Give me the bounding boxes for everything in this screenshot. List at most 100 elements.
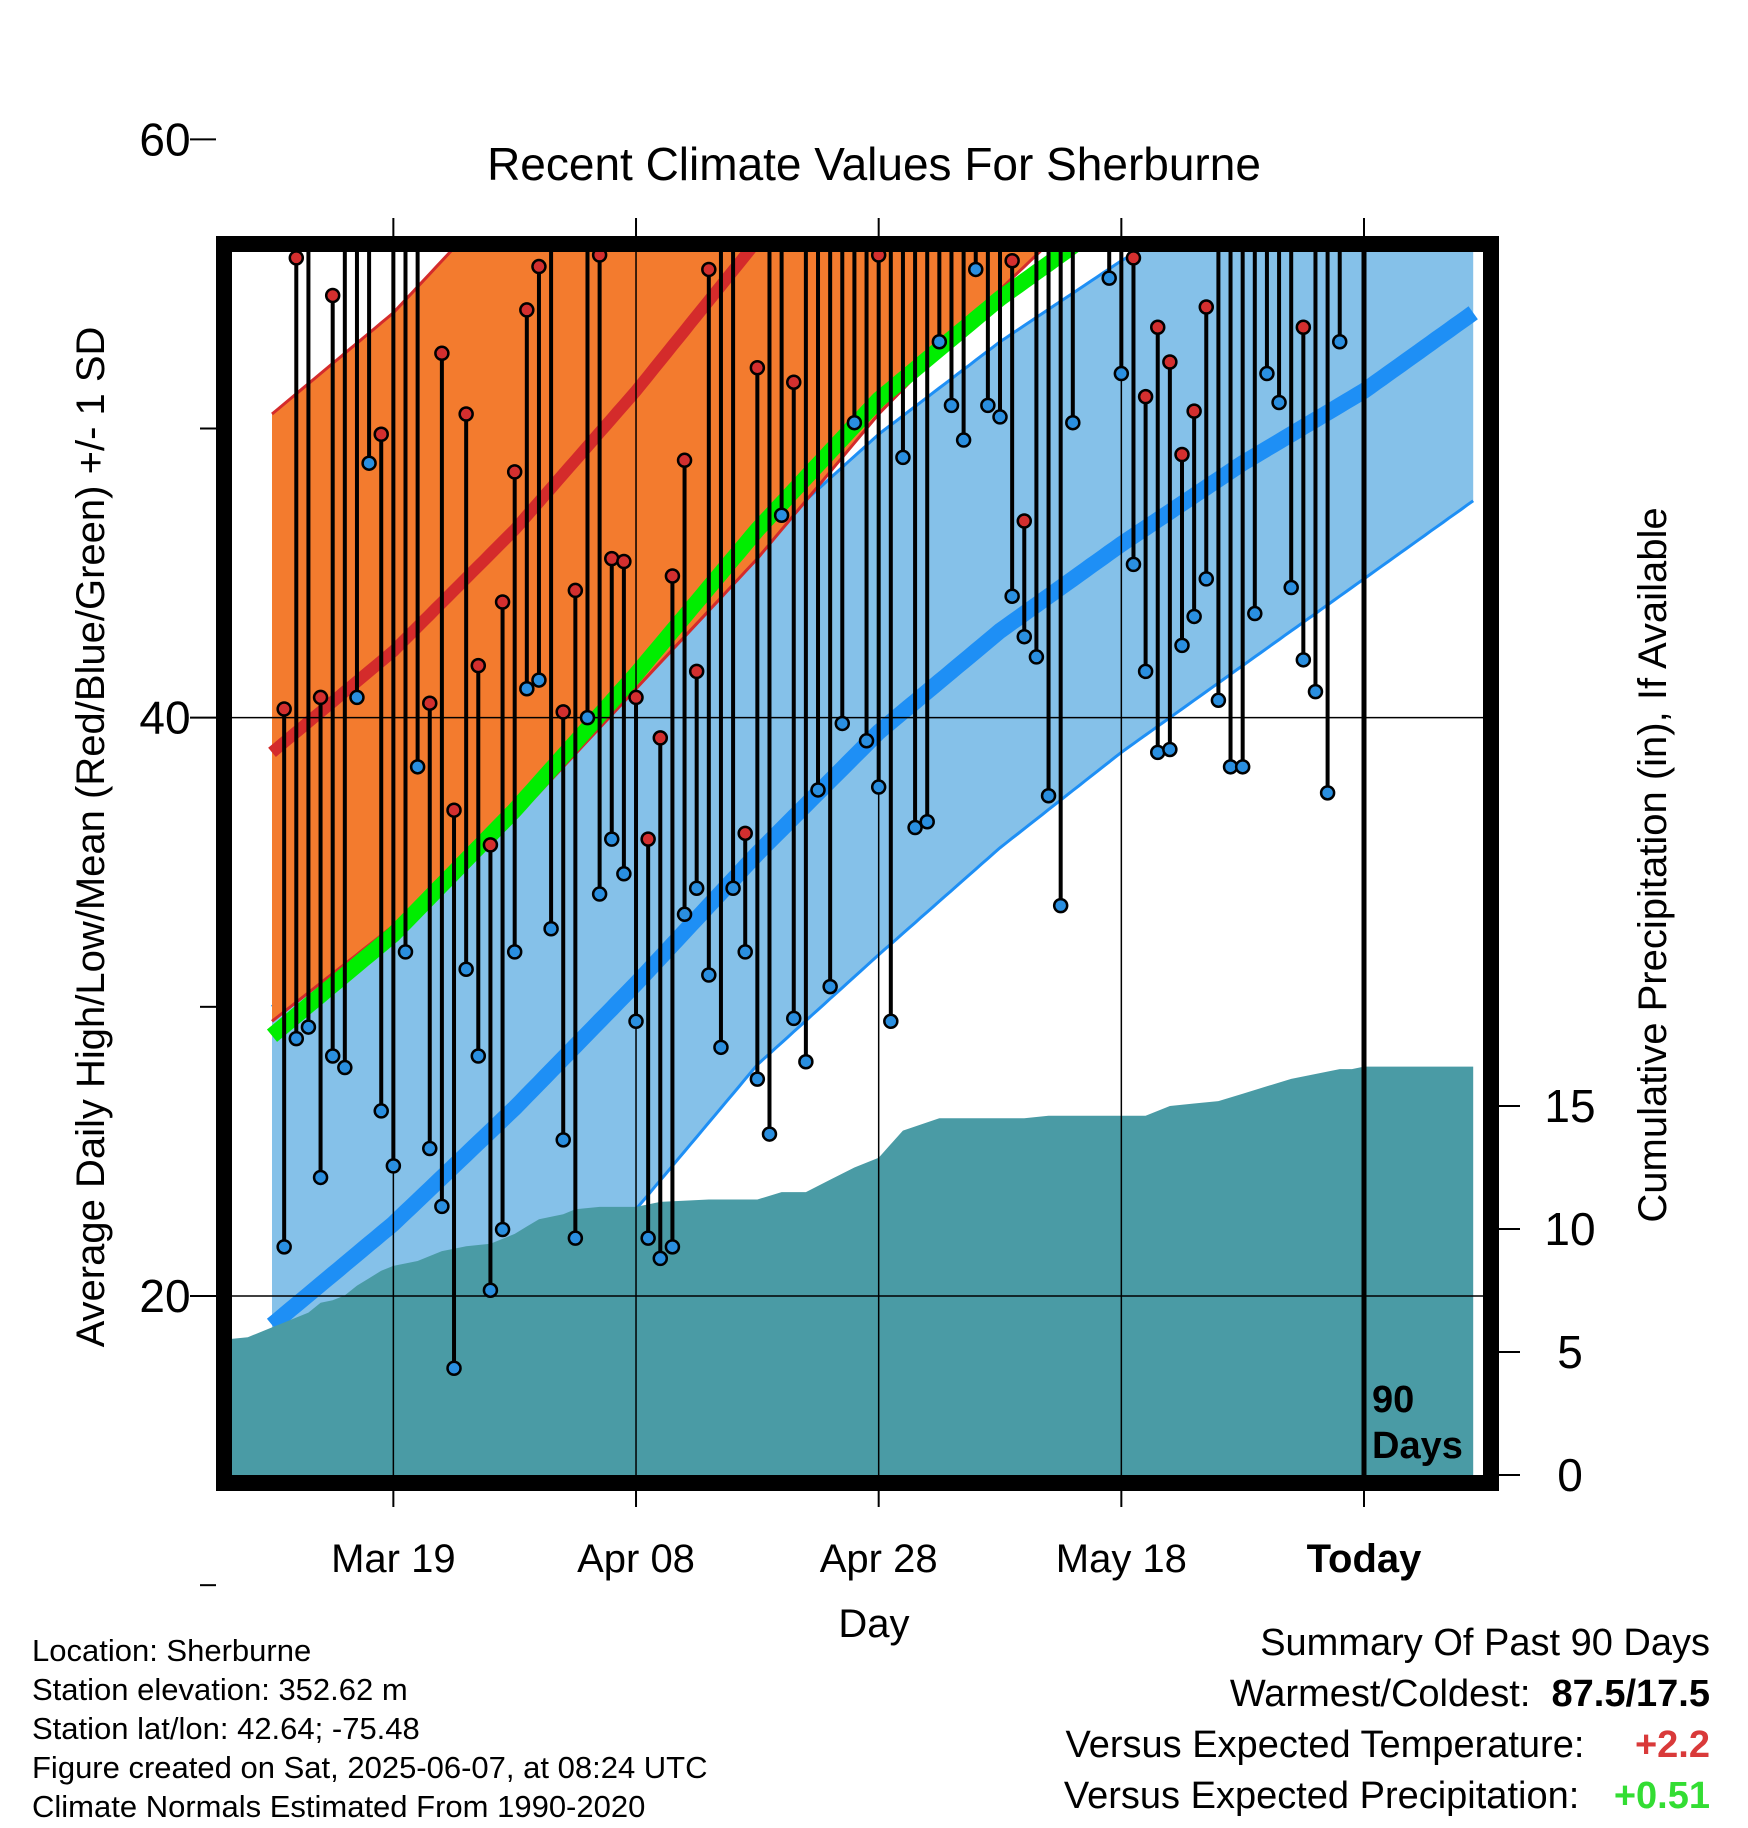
daily-low-point bbox=[1052, 897, 1069, 914]
daily-low-point bbox=[397, 944, 414, 960]
daily-low-point bbox=[688, 880, 705, 897]
daily-low-point bbox=[1113, 365, 1130, 382]
daily-low-point bbox=[943, 397, 960, 414]
daily-low-point bbox=[506, 944, 523, 960]
daily-high-point bbox=[604, 550, 620, 567]
daily-low-point bbox=[604, 831, 620, 847]
daily-high-point bbox=[640, 831, 656, 847]
daily-low-point bbox=[1078, 220, 1091, 233]
precip-value: +0.51 bbox=[1613, 1775, 1710, 1817]
summary-title: Summary Of Past 90 Days bbox=[1260, 1622, 1710, 1664]
daily-high-point bbox=[1004, 253, 1020, 269]
x-tick-label: Apr 08 bbox=[577, 1537, 695, 1581]
daily-low-point bbox=[1271, 394, 1287, 411]
daily-high-point bbox=[446, 802, 462, 818]
daily-low-point bbox=[543, 921, 559, 937]
daily-high-point bbox=[350, 17, 363, 30]
chart-title: Recent Climate Values For Sherburne bbox=[487, 138, 1261, 190]
y-right-tick-label: 10 bbox=[1544, 1203, 1595, 1255]
daily-high-point bbox=[567, 582, 584, 599]
y-axis-right-label: Cumulative Precipitation (in), If Availa… bbox=[1631, 507, 1675, 1222]
today-marker-label: 90 Days bbox=[1372, 1379, 1463, 1467]
daily-low-point bbox=[992, 409, 1008, 425]
daily-low-point bbox=[725, 880, 741, 897]
daily-high-point bbox=[470, 657, 487, 674]
daily-high-point bbox=[1125, 250, 1142, 266]
daily-low-point bbox=[1234, 759, 1251, 775]
daily-low-point bbox=[385, 1158, 402, 1174]
normal-high-mean-line bbox=[268, 244, 763, 758]
daily-low-point bbox=[1040, 787, 1057, 804]
plot-frame bbox=[216, 236, 1499, 1491]
daily-high-point bbox=[1042, 107, 1055, 120]
daily-high-point bbox=[714, 69, 727, 82]
daily-low-point bbox=[470, 1048, 487, 1064]
daily-high-point bbox=[312, 689, 329, 706]
daily-high-point bbox=[1149, 319, 1166, 336]
daily-low-point bbox=[1091, 208, 1104, 221]
daily-low-point bbox=[907, 819, 923, 836]
daily-low-point bbox=[1028, 649, 1045, 665]
station-latlon: Station lat/lon: 42.64; -75.48 bbox=[32, 1711, 420, 1746]
daily-low-point bbox=[531, 672, 547, 688]
precip-label: Versus Expected Precipitation: bbox=[1063, 1775, 1580, 1817]
daily-low-point bbox=[1307, 683, 1324, 700]
daily-low-point bbox=[676, 906, 693, 923]
daily-low-point bbox=[446, 1360, 462, 1377]
daily-low-point bbox=[434, 1198, 450, 1215]
y-tick-label: 40 bbox=[139, 692, 190, 744]
daily-low-point bbox=[980, 397, 996, 414]
daily-low-point bbox=[761, 1126, 778, 1142]
daily-high-point bbox=[387, 202, 400, 215]
daily-low-point bbox=[300, 1019, 317, 1035]
daily-low-point bbox=[349, 689, 365, 706]
daily-low-point bbox=[422, 1140, 438, 1157]
daily-high-point bbox=[616, 553, 632, 570]
daily-low-point bbox=[713, 1039, 729, 1056]
station-location: Location: Sherburne bbox=[32, 1633, 312, 1668]
temp-value: +2.2 bbox=[1634, 1724, 1710, 1766]
daily-low-point bbox=[1101, 270, 1117, 286]
daily-low-point bbox=[1016, 628, 1033, 645]
daily-high-point bbox=[785, 374, 802, 390]
daily-low-point bbox=[870, 779, 887, 795]
daily-high-point bbox=[373, 426, 389, 443]
daily-low-point bbox=[785, 1010, 802, 1027]
daily-low-point bbox=[1186, 608, 1202, 625]
daily-low-point bbox=[591, 886, 608, 902]
daily-low-point bbox=[482, 1282, 499, 1298]
summary-warm-cold: Warmest/Coldest: 87.5/17.5 bbox=[1230, 1673, 1710, 1716]
daily-low-point bbox=[1283, 579, 1299, 596]
daily-low-point bbox=[810, 782, 826, 798]
daily-low-point bbox=[324, 1048, 341, 1064]
daily-low-point bbox=[1174, 637, 1190, 654]
daily-high-point bbox=[422, 695, 438, 711]
x-tick-label: May 18 bbox=[1056, 1537, 1187, 1581]
daily-low-point bbox=[1004, 588, 1020, 604]
precip-area bbox=[224, 1066, 1474, 1475]
daily-low-point bbox=[337, 1059, 353, 1076]
y-axis-right: 0 5 10 15 bbox=[1499, 1080, 1596, 1501]
daily-high-point bbox=[701, 261, 717, 278]
daily-low-point bbox=[664, 1239, 681, 1255]
plot-area: 90 Days bbox=[216, 17, 1499, 1491]
daily-low-point bbox=[822, 978, 838, 995]
y-axis-left: 20406080 bbox=[139, 113, 216, 1587]
daily-low-point bbox=[1247, 605, 1263, 622]
daily-low-point bbox=[1345, 162, 1358, 175]
daily-high-point bbox=[676, 452, 693, 469]
daily-low-point bbox=[1358, 81, 1371, 94]
x-tick-label: Today bbox=[1307, 1537, 1423, 1581]
daily-high-point bbox=[1162, 354, 1178, 370]
daily-high-point bbox=[555, 704, 571, 720]
daily-low-point bbox=[846, 414, 863, 431]
daily-values bbox=[276, 17, 1371, 1377]
daily-low-point bbox=[616, 866, 632, 882]
daily-low-point bbox=[1319, 785, 1336, 801]
daily-low-point bbox=[640, 1230, 656, 1246]
daily-high-point bbox=[288, 250, 305, 266]
normal-mean-line bbox=[266, 244, 1090, 1042]
daily-low-point bbox=[1198, 571, 1215, 587]
x-axis-label: Day bbox=[838, 1602, 909, 1646]
